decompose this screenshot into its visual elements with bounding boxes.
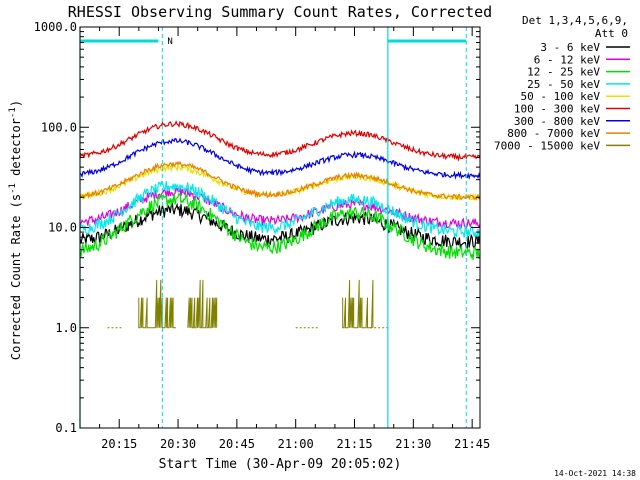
legend-label-3: 12 - 25 keV	[527, 66, 600, 79]
x-tick-label-1: 20:15	[101, 437, 137, 451]
x-axis: 20:15 20:30 20:45 21:00 21:15 21:30 21:45	[79, 27, 490, 451]
low-band-segment-2	[187, 279, 218, 329]
series-line-3	[79, 192, 481, 260]
legend-label-1: 3 - 6 keV	[540, 41, 600, 54]
chart-title: RHESSI Observing Summary Count Rates, Co…	[68, 3, 492, 21]
series-line-6	[79, 120, 481, 162]
plot-area: N	[79, 27, 481, 428]
series-line-8	[79, 160, 481, 202]
legend-label-9: 7000 - 15000 keV	[494, 139, 600, 152]
series-line-7	[79, 137, 481, 181]
legend-header-line2: Att 0	[595, 27, 628, 40]
legend-label-8: 800 - 7000 keV	[507, 127, 600, 140]
legend-label-2: 6 - 12 keV	[534, 53, 601, 66]
legend-label-5: 50 - 100 keV	[521, 90, 601, 103]
x-tick-label-7: 21:45	[454, 437, 490, 451]
x-tick-label-2: 20:30	[160, 437, 196, 451]
y-tick-label-2: 1.0	[55, 321, 77, 335]
y-tick-label-4: 100.0	[41, 120, 77, 134]
legend-header-line1: Det 1,3,4,5,6,9,	[522, 14, 628, 27]
y-axis-label-sup-2: -1	[8, 107, 18, 118]
x-tick-label-4: 21:00	[278, 437, 314, 451]
generated-timestamp: 14-Oct-2021 14:38	[554, 469, 636, 478]
y-axis-label-sup: -1	[8, 183, 18, 194]
low-band-segment-1	[138, 279, 176, 329]
legend-label-7: 300 - 800 keV	[514, 115, 600, 128]
y-tick-label-5: 1000.0	[34, 20, 77, 34]
x-tick-label-5: 21:15	[336, 437, 372, 451]
night-label: N	[167, 37, 172, 47]
y-tick-label-3: 10.0	[48, 221, 77, 235]
x-axis-label: Start Time (30-Apr-09 20:05:02)	[159, 457, 402, 472]
y-axis-label-prefix: Corrected Count Rate (s	[9, 194, 23, 360]
y-axis-label-close: )	[9, 100, 23, 107]
series-line-2	[79, 186, 481, 230]
x-tick-label-3: 20:45	[219, 437, 255, 451]
y-tick-label-1: 0.1	[55, 421, 77, 435]
series-line-4	[79, 180, 481, 238]
legend-label-6: 100 - 300 keV	[514, 103, 600, 116]
y-axis-label: Corrected Count Rate (s-1 detector-1)	[8, 100, 23, 360]
y-axis-label-suffix: detector	[9, 118, 23, 183]
x-tick-label-6: 21:30	[395, 437, 431, 451]
y-axis: 0.1 1.0 10.0 100.0 1000.0	[34, 20, 480, 435]
legend-label-4: 25 - 50 keV	[527, 78, 600, 91]
low-band-segment-3	[342, 279, 374, 329]
